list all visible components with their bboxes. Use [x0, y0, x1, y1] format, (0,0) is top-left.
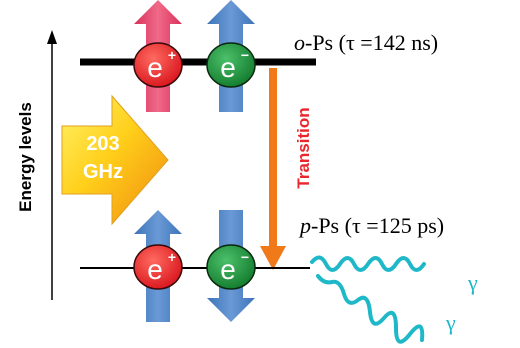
upper-level-prefix: o: [294, 30, 305, 55]
upper-positron-sign: +: [168, 47, 176, 63]
lower-electron-sign: −: [241, 249, 249, 265]
gamma-photon-wave-upper: [310, 255, 426, 272]
lower-level-prefix: p: [298, 213, 311, 238]
excitation-arrow: 203 GHz: [61, 94, 169, 226]
lower-level-lifetime: =125 ps): [361, 213, 444, 238]
upper-electron: e −: [206, 42, 256, 88]
lower-level-suffix: -Ps (: [311, 213, 352, 238]
lower-electron: e −: [206, 244, 256, 290]
lower-positron: e +: [133, 244, 183, 290]
energy-axis-arrowhead: [47, 30, 57, 44]
gamma-label-2: γ: [445, 310, 456, 335]
energy-axis-label: Energy levels: [16, 102, 35, 212]
upper-level-suffix: -Ps (: [305, 30, 346, 55]
lower-electron-label: e: [220, 254, 236, 285]
lower-positron-sign: +: [168, 249, 176, 265]
energy-axis: [47, 30, 57, 300]
upper-level-tau: τ: [346, 30, 355, 55]
upper-electron-sign: −: [241, 47, 249, 63]
excitation-frequency-value: 203: [86, 133, 119, 155]
transition-label: Transition: [294, 107, 313, 188]
upper-level-label: o-Ps (τ =142 ns): [294, 30, 438, 55]
upper-positron: e +: [133, 42, 183, 88]
transition-arrow: [260, 68, 286, 270]
upper-electron-label: e: [220, 52, 236, 83]
gamma-photon-wave-lower: [316, 274, 425, 344]
gamma-label-1: γ: [467, 270, 478, 295]
excitation-frequency-unit: GHz: [83, 161, 123, 183]
lower-positron-label: e: [147, 254, 163, 285]
upper-positron-label: e: [147, 52, 163, 83]
lower-level-label: p-Ps (τ =125 ps): [298, 213, 444, 238]
lower-level-tau: τ: [352, 213, 361, 238]
upper-level-lifetime: =142 ns): [355, 30, 438, 55]
